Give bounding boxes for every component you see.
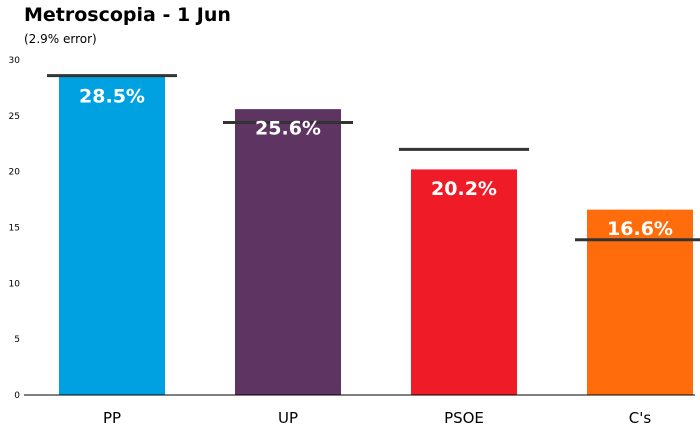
y-tick-label: 20 [9,168,21,178]
y-tick-label: 0 [14,391,20,401]
bar-value-label: 28.5% [79,85,145,107]
x-tick-label: PP [103,409,121,427]
y-tick-label: 10 [9,279,21,289]
chart-title: Metroscopia - 1 Jun [24,4,231,26]
x-tick-label: UP [278,409,298,427]
bar-value-label: 25.6% [255,118,321,140]
x-tick-label: PSOE [444,409,484,427]
y-tick-label: 25 [9,112,20,122]
y-tick-label: 15 [9,224,20,234]
bar-value-label: 16.6% [607,218,673,240]
y-tick-label: 5 [14,335,20,345]
chart-subtitle: (2.9% error) [24,32,97,46]
bar-pp [59,76,165,395]
bar-psoe [411,169,517,395]
y-tick-label: 30 [9,56,21,66]
x-tick-label: C's [629,409,652,427]
bar-value-label: 20.2% [431,178,497,200]
bar-up [235,109,341,395]
